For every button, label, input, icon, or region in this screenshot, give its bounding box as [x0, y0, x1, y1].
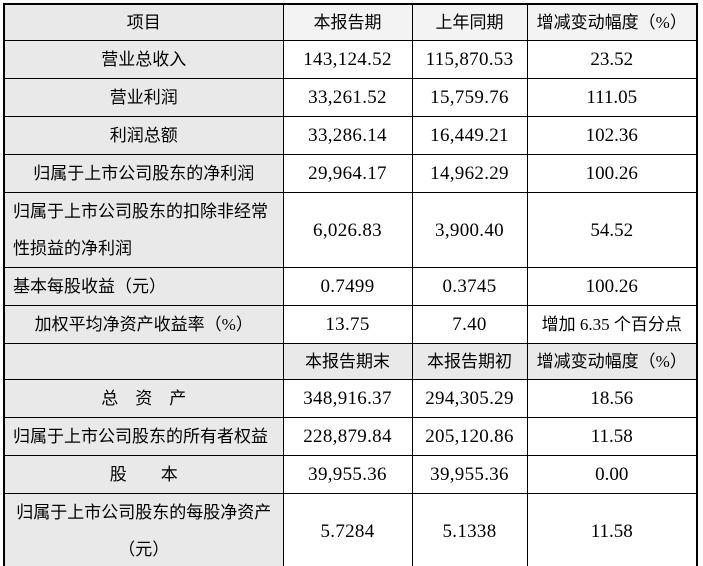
row-label-cell: 归属于上市公司股东的所有者权益 [3, 417, 284, 456]
table-row: 归属于上市公司股东的所有者权益 228,879.84 205,120.86 11.58 [3, 417, 698, 456]
table-row: 归属于上市公司股东的净利润 29,964.17 14,962.29 100.26 [3, 154, 698, 193]
table-row: 利润总额 33,286.14 16,449.21 102.36 [3, 116, 698, 155]
current-period-value: 143,124.52 [282, 40, 413, 79]
row-label-cell: 利润总额 [3, 116, 284, 155]
table-row: 基本每股收益（元） 0.7499 0.3745 100.26 [3, 267, 698, 306]
header-row-period: 项目 本报告期 上年同期 增减变动幅度（%） [3, 3, 698, 41]
current-period-value: 228,879.84 [282, 417, 413, 456]
table-row: 加权平均净资产收益率（%） 13.75 7.40 增加 6.35 个百分点 [3, 305, 698, 344]
header-prior-period-cell: 上年同期 [411, 3, 528, 41]
change-percent-value: 11.58 [526, 417, 698, 456]
change-percent-value: 111.05 [526, 78, 698, 117]
prior-period-value: 5.1338 [411, 493, 528, 566]
current-period-value: 33,286.14 [282, 116, 413, 155]
header-item-cell: 项目 [3, 3, 284, 41]
current-period-value: 29,964.17 [282, 154, 413, 193]
prior-period-value: 14,962.29 [411, 154, 528, 193]
current-period-value: 39,955.36 [282, 455, 413, 494]
row-label-cell: 归属于上市公司股东的净利润 [3, 154, 284, 193]
header2-blank-cell [3, 343, 284, 380]
change-percent-value: 100.26 [526, 267, 698, 306]
row-label-cell: 营业利润 [3, 78, 284, 117]
header2-change-percent-cell: 增减变动幅度（%） [526, 343, 698, 380]
table-row: 股 本 39,955.36 39,955.36 0.00 [3, 455, 698, 494]
prior-period-value: 7.40 [411, 305, 528, 344]
prior-period-value: 39,955.36 [411, 455, 528, 494]
change-percent-value: 18.56 [526, 379, 698, 418]
current-period-value: 13.75 [282, 305, 413, 344]
current-period-value: 33,261.52 [282, 78, 413, 117]
table-row: 营业利润 33,261.52 15,759.76 111.05 [3, 78, 698, 117]
table-row: 营业总收入 143,124.52 115,870.53 23.52 [3, 40, 698, 79]
current-period-value: 5.7284 [282, 493, 413, 566]
prior-period-value: 16,449.21 [411, 116, 528, 155]
change-percent-value: 11.58 [526, 493, 698, 566]
row-label-cell: 加权平均净资产收益率（%） [3, 305, 284, 344]
change-percent-value: 0.00 [526, 455, 698, 494]
prior-period-value: 15,759.76 [411, 78, 528, 117]
change-percent-value: 23.52 [526, 40, 698, 79]
row-label-cell: 总 资 产 [3, 379, 284, 418]
current-period-value: 348,916.37 [282, 379, 413, 418]
change-percent-value: 102.36 [526, 116, 698, 155]
row-label-cell: 基本每股收益（元） [3, 267, 284, 306]
prior-period-value: 115,870.53 [411, 40, 528, 79]
row-label-cell: 归属于上市公司股东的每股净资产 （元） [3, 493, 284, 566]
row-label-cell: 股 本 [3, 455, 284, 494]
current-period-value: 0.7499 [282, 267, 413, 306]
header2-period-end-cell: 本报告期末 [282, 343, 413, 380]
header-row-balance: 本报告期末 本报告期初 增减变动幅度（%） [3, 343, 698, 380]
header-current-period-cell: 本报告期 [282, 3, 413, 41]
prior-period-value: 294,305.29 [411, 379, 528, 418]
financial-summary-table: 项目 本报告期 上年同期 增减变动幅度（%） 营业总收入 143,124.52 11… [3, 3, 698, 566]
change-percent-value: 增加 6.35 个百分点 [526, 305, 698, 344]
header-change-percent-cell: 增减变动幅度（%） [526, 3, 698, 41]
header2-period-start-cell: 本报告期初 [411, 343, 528, 380]
current-period-value: 6,026.83 [282, 192, 413, 268]
prior-period-value: 205,120.86 [411, 417, 528, 456]
row-label-cell: 营业总收入 [3, 40, 284, 79]
change-percent-value: 100.26 [526, 154, 698, 193]
prior-period-value: 3,900.40 [411, 192, 528, 268]
table-row: 归属于上市公司股东的每股净资产 （元） 5.7284 5.1338 11.58 [3, 493, 698, 566]
prior-period-value: 0.3745 [411, 267, 528, 306]
table-row: 归属于上市公司股东的扣除非经常 性损益的净利润 6,026.83 3,900.40 5… [3, 192, 698, 268]
table-row: 总 资 产 348,916.37 294,305.29 18.56 [3, 379, 698, 418]
change-percent-value: 54.52 [526, 192, 698, 268]
row-label-cell: 归属于上市公司股东的扣除非经常 性损益的净利润 [3, 192, 284, 268]
table-body: 营业总收入 143,124.52 115,870.53 23.52 营业利润 33,261… [3, 40, 698, 566]
